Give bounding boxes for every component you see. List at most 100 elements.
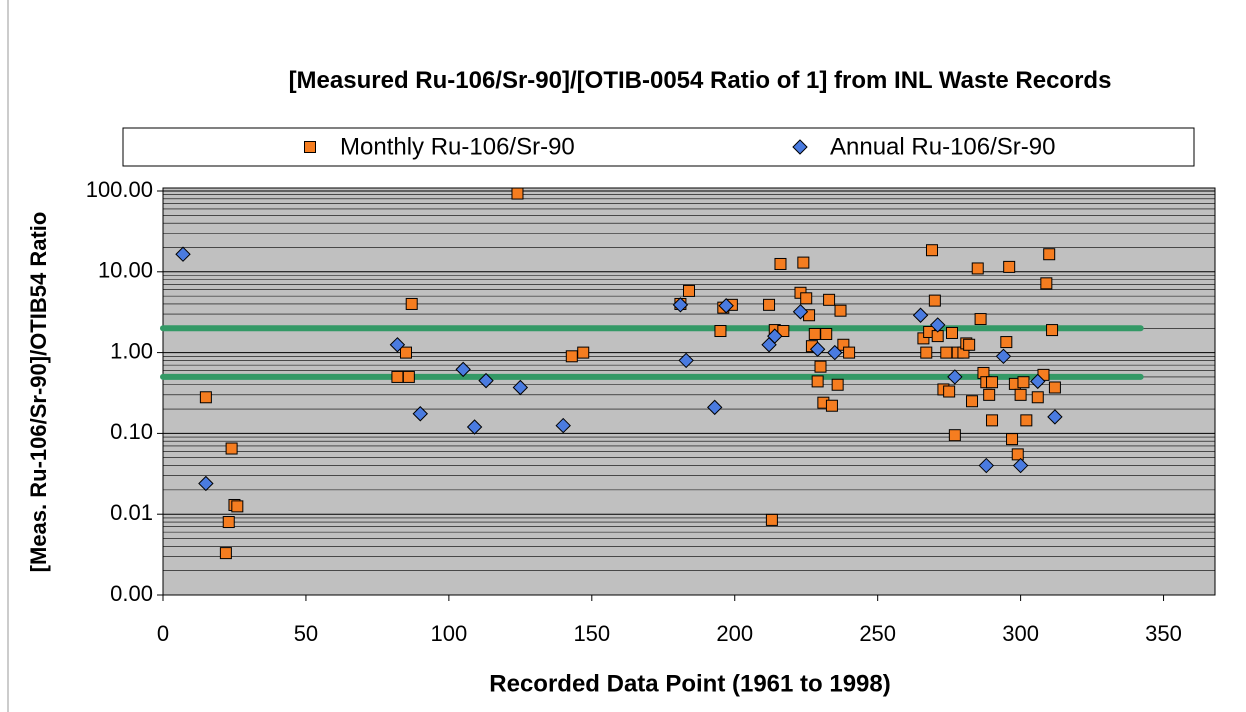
marker-diamond (767, 328, 783, 344)
marker-square (1011, 448, 1024, 461)
marker-square (823, 293, 836, 306)
marker-square (831, 378, 844, 391)
marker-square (765, 513, 778, 526)
marker-square (834, 304, 847, 317)
marker-diamond (929, 317, 946, 333)
x-tick-label: 150 (573, 621, 610, 646)
x-tick-label: 50 (294, 621, 318, 646)
marker-square (943, 385, 956, 398)
marker-diamond (478, 372, 494, 389)
marker-square (219, 547, 232, 560)
legend-label: Monthly Ru-106/Sr-90 (340, 133, 575, 160)
x-tick-label: 0 (157, 621, 169, 646)
marker-diamond (512, 379, 529, 396)
marker-diamond (947, 369, 963, 385)
marker-diamond (678, 352, 694, 369)
marker-diamond (1047, 409, 1063, 425)
marker-square (1046, 324, 1059, 337)
marker-square (1020, 414, 1033, 427)
marker-square (800, 292, 813, 305)
y-tick-label: 100.00 (86, 177, 153, 202)
marker-square (946, 326, 958, 339)
marker-square (983, 388, 996, 401)
y-tick-label: 0.01 (110, 500, 153, 525)
marker-diamond (978, 457, 995, 474)
marker-square (814, 360, 827, 373)
marker-diamond (175, 246, 191, 262)
marker-square (797, 256, 810, 269)
marker-diamond (1030, 373, 1046, 390)
marker-diamond (466, 419, 483, 435)
marker-square (925, 244, 938, 257)
marker-square (304, 141, 316, 153)
x-axis-label: Recorded Data Point (1961 to 1998) (489, 670, 890, 697)
x-tick-label: 250 (859, 621, 896, 646)
marker-square (565, 350, 578, 363)
y-tick-label: 1.00 (110, 338, 153, 363)
marker-square (777, 325, 790, 338)
marker-square (974, 313, 987, 326)
marker-square (577, 346, 590, 359)
marker-square (222, 516, 235, 529)
marker-square (402, 370, 415, 383)
marker-diamond (827, 344, 843, 361)
x-tick-label: 100 (431, 621, 468, 646)
marker-square (231, 500, 244, 513)
marker-square (511, 187, 524, 200)
marker-square (714, 325, 727, 338)
y-tick-label: 0.10 (110, 419, 153, 444)
chart-title: [Measured Ru-106/Sr-90]/[OTIB-0054 Ratio… (288, 67, 1112, 94)
marker-diamond (198, 475, 214, 492)
marker-square (825, 399, 838, 412)
marker-square (920, 346, 933, 359)
marker-diamond (455, 361, 471, 378)
marker-square (940, 346, 953, 359)
marker-square (683, 284, 695, 297)
marker-square (928, 294, 941, 307)
marker-square (1014, 388, 1027, 401)
marker-square (966, 395, 979, 408)
marker-diamond (718, 298, 734, 314)
marker-square (1017, 376, 1030, 389)
x-tick-label: 200 (716, 621, 753, 646)
marker-square (399, 346, 412, 359)
marker-diamond (672, 297, 689, 313)
marker-square (391, 370, 404, 383)
marker-square (1048, 381, 1061, 394)
marker-square (963, 338, 976, 351)
marker-square (405, 297, 418, 310)
marker-square (948, 429, 961, 442)
marker-square (1031, 391, 1044, 404)
marker-diamond (412, 406, 428, 422)
marker-square (986, 376, 999, 389)
marker-diamond (1012, 457, 1029, 474)
marker-square (763, 298, 776, 311)
marker-diamond (792, 304, 809, 320)
marker-square (820, 327, 833, 340)
marker-diamond (792, 139, 808, 155)
marker-diamond (555, 417, 571, 434)
marker-square (986, 414, 999, 427)
legend-box (122, 127, 1195, 167)
marker-square (1006, 433, 1019, 446)
marker-square (1000, 336, 1013, 349)
marker-square (199, 391, 212, 404)
marker-square (1003, 260, 1016, 273)
y-axis-label: [Meas. Ru-106/Sr-90]/OTIB54 Ratio (26, 212, 51, 573)
marker-diamond (707, 399, 723, 416)
marker-square (808, 327, 821, 340)
marker-square (811, 375, 824, 388)
marker-diamond (995, 348, 1012, 365)
marker-diamond (809, 341, 826, 357)
x-tick-label: 300 (1002, 621, 1039, 646)
marker-diamond (389, 337, 406, 353)
marker-square (843, 346, 856, 359)
marker-diamond (912, 307, 929, 323)
marker-square (1040, 277, 1053, 290)
marker-square (1043, 248, 1056, 261)
x-tick-label: 350 (1145, 621, 1182, 646)
marker-square (774, 257, 787, 270)
marker-square (225, 442, 238, 455)
